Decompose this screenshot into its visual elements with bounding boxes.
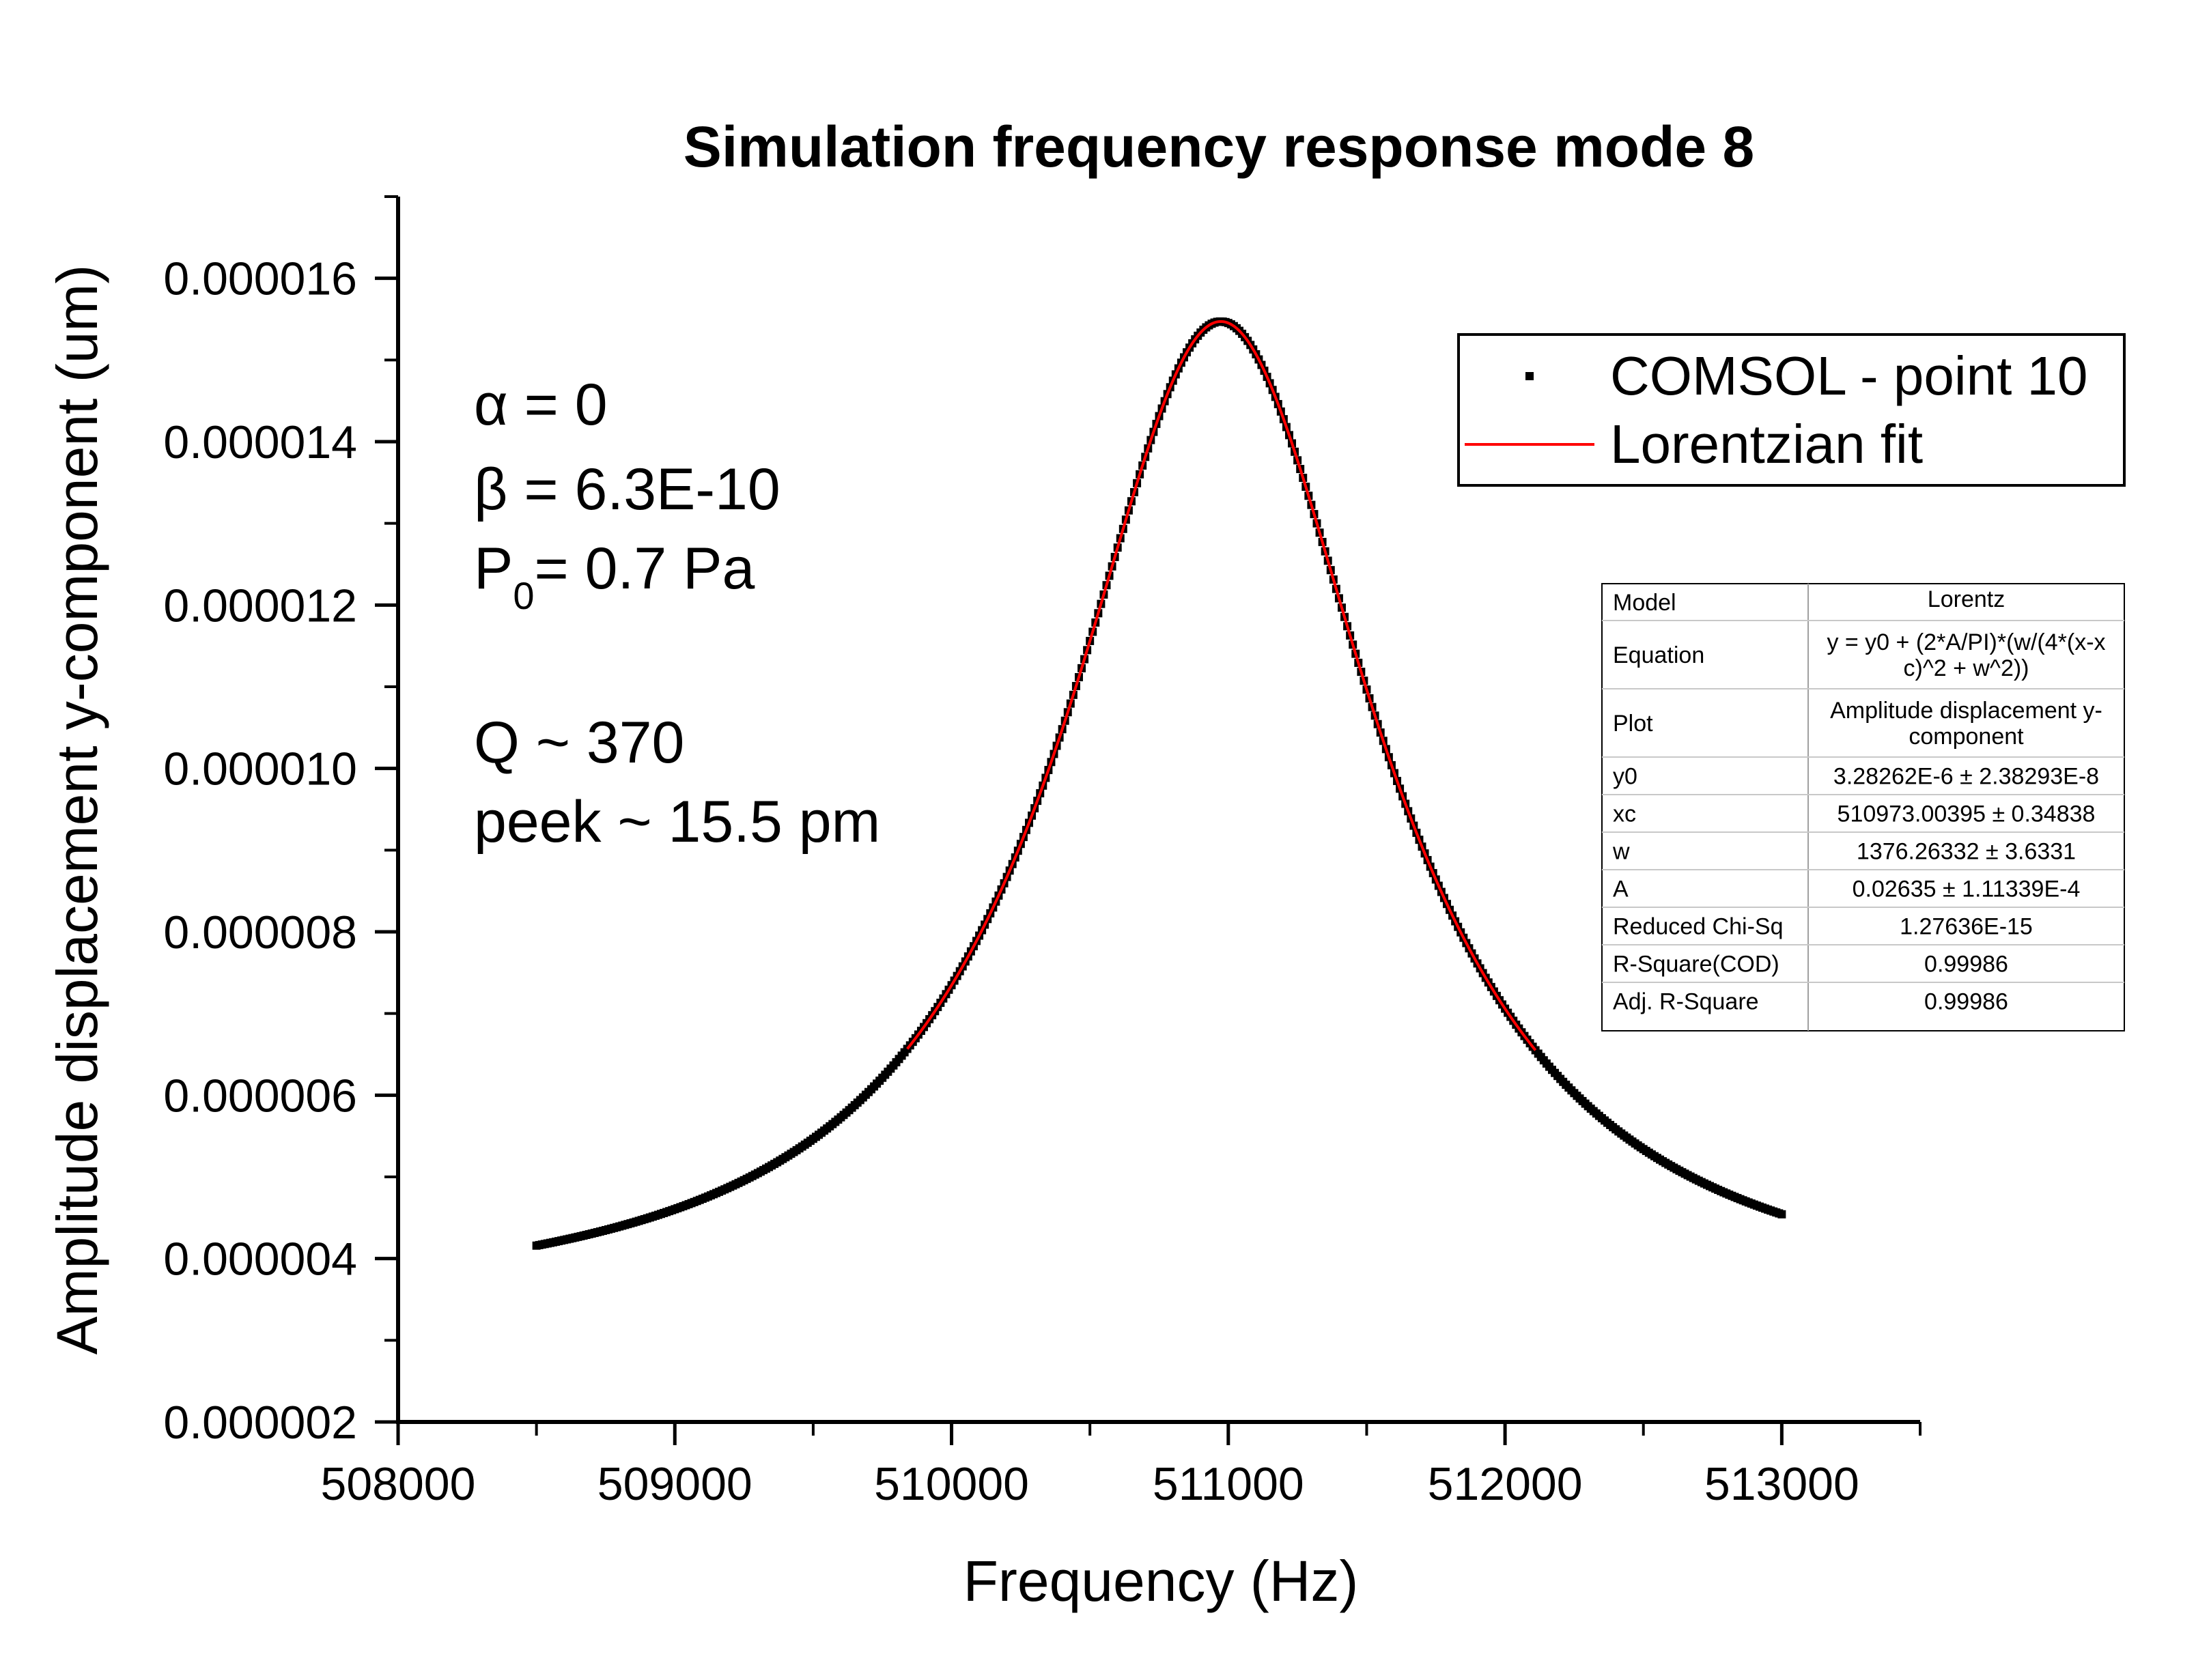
x-tick-label: 508000 (321, 1458, 476, 1510)
x-tick-label: 510000 (874, 1458, 1029, 1510)
annotation-p-sub: 0 (513, 574, 534, 617)
fit-table-label: w (1612, 839, 1630, 865)
annotation-alpha: α = 0 (474, 372, 608, 438)
fit-table-rows: Model Lorentz Equation y = y0 + (2*A/PI)*(w… (1602, 586, 2124, 1015)
y-tick-label: 0.000010 (163, 743, 357, 795)
x-ticks: 508000 509000 510000 511000 512000 513000 (321, 1422, 1922, 1510)
fit-table-value: 1.27636E-15 (1900, 914, 2033, 940)
fit-table-label: y0 (1613, 764, 1637, 790)
fit-table-label: Adj. R-Square (1613, 989, 1759, 1015)
fit-table-value: y = y0 + (2*A/PI)*(w/(4*(x-x (1827, 629, 2105, 655)
fit-table-label: Equation (1613, 642, 1704, 668)
fit-table-value: 0.99986 (1924, 989, 2008, 1015)
plot-area (532, 317, 1786, 1250)
fit-table-value: 1376.26332 ± 3.6331 (1857, 839, 2076, 865)
fit-table-frame (1601, 583, 2125, 1031)
fit-line-lorentzian (906, 319, 1537, 1051)
x-tick-label: 513000 (1704, 1458, 1859, 1510)
fit-table-value: component (1909, 724, 2024, 750)
legend: COMSOL - point 10 Lorentzian fit (1457, 333, 2126, 487)
fit-table-label: xc (1613, 801, 1636, 827)
fit-table-value: Lorentz (1928, 586, 2005, 612)
fit-table: Model Lorentz Equation y = y0 + (2*A/PI)*(w… (1601, 583, 2125, 1031)
annotation-p-main: P (474, 536, 513, 601)
fit-table-value: Amplitude displacement y- (1830, 698, 2102, 724)
fit-table-label: Plot (1613, 711, 1653, 737)
annotation-q: Q ~ 370 (474, 710, 684, 775)
y-tick-label: 0.000008 (163, 907, 357, 958)
legend-label-comsol: COMSOL - point 10 (1610, 345, 2088, 406)
data-point (1777, 1210, 1786, 1219)
annotations: α = 0 β = 6.3E-10 P0= 0.7 Pa Q ~ 370 pee… (474, 372, 880, 855)
y-tick-label: 0.000006 (163, 1070, 357, 1122)
chart-title: Simulation frequency response mode 8 (684, 115, 1754, 179)
legend-label-fit: Lorentzian fit (1610, 414, 1923, 474)
legend-box (1457, 333, 2126, 487)
fit-table-value: 0.99986 (1924, 952, 2008, 978)
axes: 508000 509000 510000 511000 512000 513000 0.0… (163, 195, 1922, 1510)
fit-table-label: Model (1613, 590, 1676, 616)
y-ticks: 0.000002 0.000004 0.000006 0.000008 0.000010… (163, 195, 398, 1449)
fit-table-label: Reduced Chi-Sq (1613, 914, 1783, 940)
fit-table-label: R-Square(COD) (1613, 952, 1779, 978)
annotation-beta: β = 6.3E-10 (474, 457, 780, 522)
y-tick-label: 0.000002 (163, 1397, 357, 1449)
fit-table-value: 510973.00395 ± 0.34838 (1838, 801, 2096, 827)
annotation-peek: peek ~ 15.5 pm (474, 789, 880, 855)
y-tick-label: 0.000012 (163, 580, 357, 631)
annotation-p-rest: = 0.7 Pa (535, 536, 755, 601)
fit-table-value: c)^2 + w^2)) (1904, 655, 2029, 681)
y-tick-label: 0.000016 (163, 253, 357, 305)
fit-table-value: 0.02635 ± 1.11339E-4 (1853, 877, 2081, 902)
fit-table-value: 3.28262E-6 ± 2.38293E-8 (1833, 764, 2099, 790)
x-tick-label: 512000 (1428, 1458, 1583, 1510)
x-tick-label: 511000 (1153, 1458, 1304, 1510)
x-tick-label: 509000 (597, 1458, 752, 1510)
y-axis-label: Amplitude displacement y-component (um) (45, 265, 109, 1355)
y-tick-label: 0.000014 (163, 416, 357, 468)
y-tick-label: 0.000004 (163, 1234, 357, 1285)
legend-marker-comsol (1525, 372, 1534, 380)
x-axis-label: Frequency (Hz) (963, 1549, 1359, 1613)
annotation-pressure: P0= 0.7 Pa (474, 536, 755, 617)
fit-table-label: A (1613, 877, 1629, 902)
